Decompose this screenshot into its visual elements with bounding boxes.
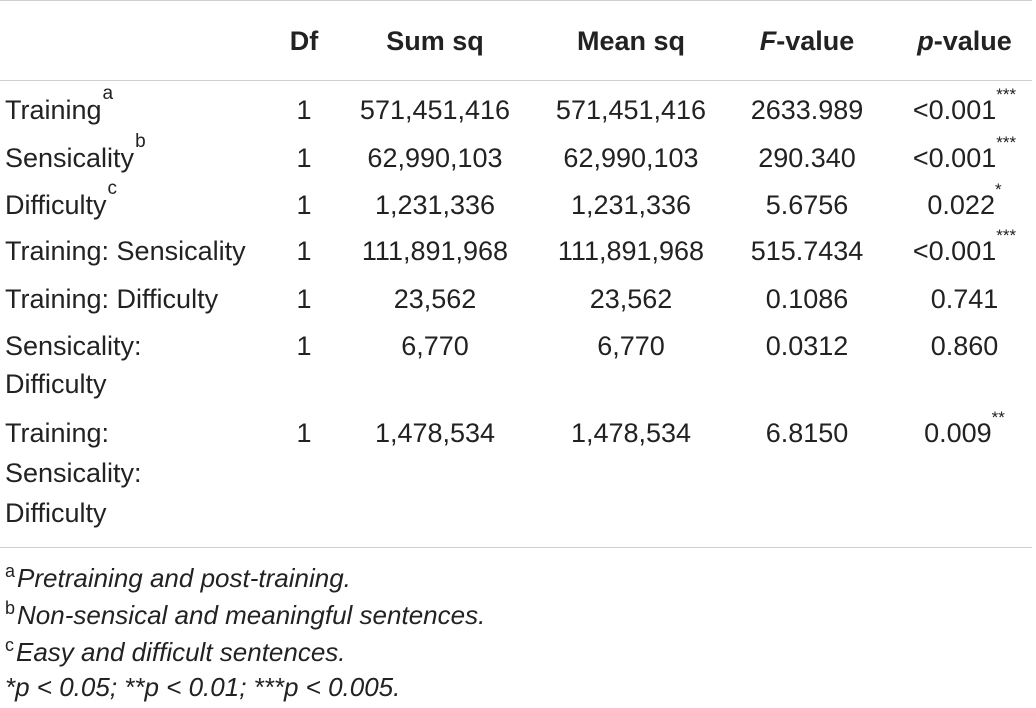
row-mean-sq: 111,891,968 [557,236,705,266]
row-df: 1 [296,331,312,361]
row-term: Sensicality: Difficulty [5,327,275,403]
row-mean-sq: 571,451,416 [555,95,707,125]
row-p-value: 0.022* [897,181,1032,224]
header-df: Df [289,26,319,56]
footnote-mark: c [5,635,14,655]
row-f-value: 290.340 [758,143,856,173]
row-f-value: 6.8150 [765,418,849,448]
p-stars: *** [996,85,1017,104]
row-term: Training: Sensicality [5,236,246,266]
header-f-italic: F [759,26,777,56]
header-p-italic: p [917,26,934,56]
footnote-text: Pretraining and post-training. [17,563,351,593]
p-text: <0.001 [912,143,997,173]
p-stars: *** [996,226,1017,245]
term-label: Difficulty [5,190,107,220]
header-sum-sq: Sum sq [386,26,484,56]
footnote-a: aPretraining and post-training. [5,561,351,598]
footnote-significance: *p < 0.05; **p < 0.01; ***p < 0.005. [5,670,400,704]
row-term: Sensicalityb [5,132,275,177]
p-stars: ** [991,408,1005,427]
footnote-text: Non-sensical and meaningful sentences. [17,600,486,630]
header-f-rest: -value [776,26,855,56]
row-sum-sq: 571,451,416 [359,95,511,125]
row-f-value: 515.7434 [750,236,864,266]
p-text: <0.001 [912,236,997,266]
row-df: 1 [296,143,312,173]
header-f-value: F-value [727,22,887,60]
row-sum-sq: 23,562 [393,284,477,314]
footnote-b: bNon-sensical and meaningful sentences. [5,598,485,635]
p-text: 0.860 [930,331,999,361]
row-p-value: <0.001*** [897,86,1032,129]
header-p-rest: -value [933,26,1012,56]
row-df: 1 [296,284,312,314]
row-p-value: 0.009** [897,409,1032,452]
row-sum-sq: 111,891,968 [361,236,509,266]
row-term: Training: Difficulty [5,284,219,314]
footnote-c: cEasy and difficult sentences. [5,635,346,672]
row-f-value: 5.6756 [765,190,849,220]
table-row: Sensicality: Difficulty 1 6,770 6,770 0.… [0,327,1032,407]
header-p-value: p-value [897,22,1032,60]
row-f-value: 0.1086 [765,284,849,314]
row-sum-sq: 62,990,103 [367,143,503,173]
table-header-row: Df Sum sq Mean sq F-value p-value [0,22,1032,62]
row-mean-sq: 23,562 [589,284,673,314]
p-text: 0.022 [927,190,995,220]
table-row: Sensicalityb 1 62,990,103 62,990,103 290… [0,132,1032,179]
table-row: Training: Difficulty 1 23,562 23,562 0.1… [0,280,1032,320]
row-df: 1 [296,418,312,448]
term-line: Sensicality: [5,458,142,488]
table-row: Training: Sensicality: Difficulty 1 1,47… [0,409,1032,534]
term-label: Training [5,95,102,125]
term-note: b [135,131,146,152]
row-mean-sq: 62,990,103 [563,143,699,173]
p-text: <0.001 [912,95,997,125]
row-term: Training: Sensicality: Difficulty [5,414,275,532]
row-term: Difficultyc [5,179,275,224]
row-p-value: <0.001*** [897,134,1032,177]
row-df: 1 [296,190,312,220]
row-mean-sq: 1,478,534 [570,418,692,448]
header-mean-sq: Mean sq [576,26,686,56]
row-sum-sq: 1,478,534 [374,418,496,448]
term-label: Sensicality [5,143,135,173]
footnote-text: Easy and difficult sentences. [16,637,346,667]
p-text: 0.741 [930,284,999,314]
footnote-text: *p < 0.05; **p < 0.01; ***p < 0.005. [5,672,401,702]
p-stars: *** [996,133,1017,152]
row-df: 1 [296,95,312,125]
term-line: Difficulty [5,369,107,399]
table-header-rule [0,80,1032,81]
row-sum-sq: 6,770 [401,331,469,361]
row-mean-sq: 6,770 [597,331,665,361]
table-top-rule [0,0,1032,1]
table-row: Difficultyc 1 1,231,336 1,231,336 5.6756… [0,179,1032,226]
row-sum-sq: 1,231,336 [374,190,496,220]
term-line: Difficulty [5,498,107,528]
term-note: a [102,83,114,104]
row-p-value: <0.001*** [897,227,1032,270]
row-f-value: 2633.989 [750,95,864,125]
term-line: Sensicality: [5,331,142,361]
term-line: Training: [5,418,110,448]
p-stars: * [994,180,1002,199]
row-p-value: 0.860 [897,327,1032,365]
p-text: 0.009 [924,418,992,448]
row-mean-sq: 1,231,336 [570,190,692,220]
row-df: 1 [296,236,312,266]
term-note: c [107,178,118,199]
table-row: Training: Sensicality 1 111,891,968 111,… [0,227,1032,272]
row-p-value: 0.741 [897,280,1032,318]
table-row: Traininga 1 571,451,416 571,451,416 2633… [0,84,1032,131]
footnote-mark: b [5,598,16,618]
row-term: Traininga [5,84,275,129]
table-footnote-rule [0,547,1032,548]
row-f-value: 0.0312 [765,331,849,361]
footnote-mark: a [5,561,16,581]
